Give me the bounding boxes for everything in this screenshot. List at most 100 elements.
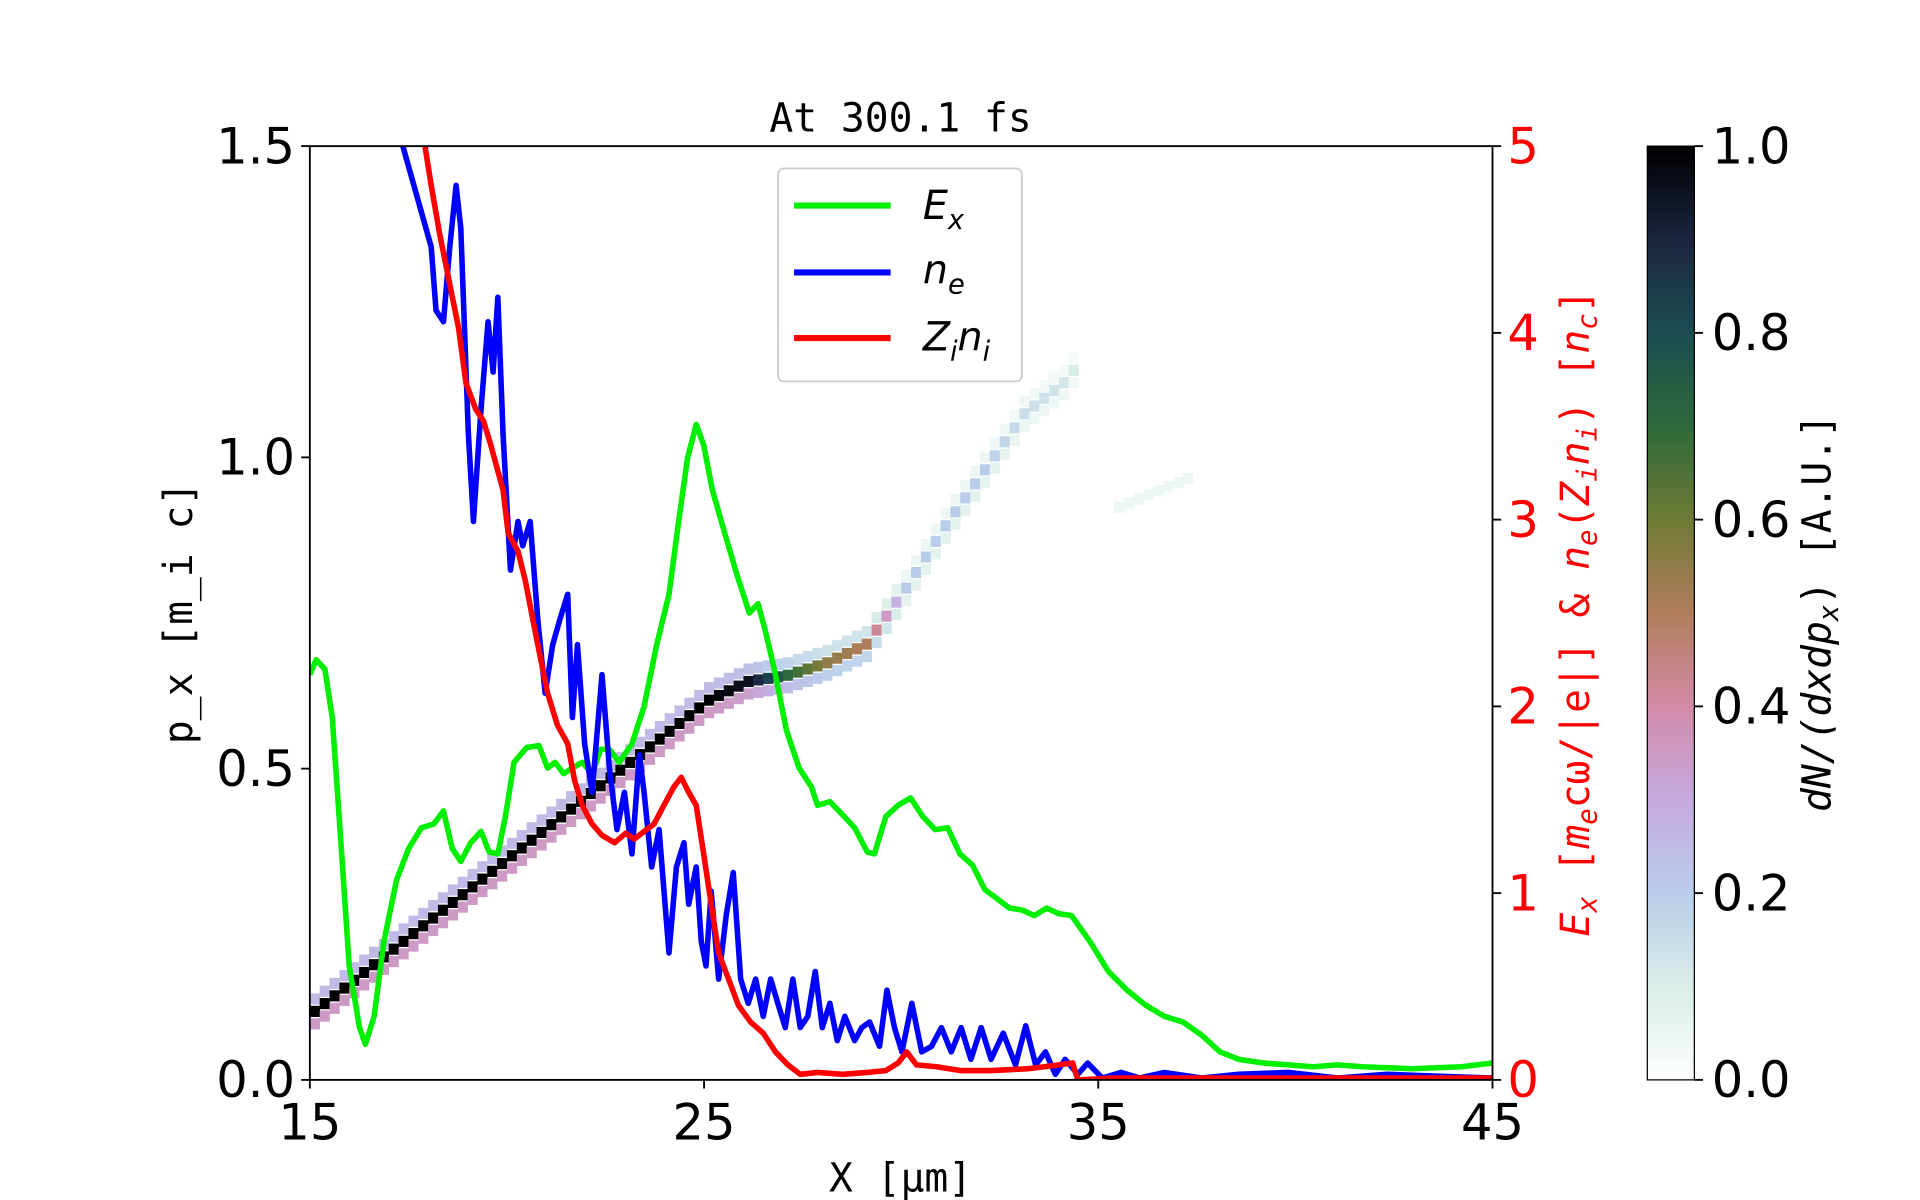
heatmap-cell [684,722,695,734]
heatmap-cell [1039,392,1050,404]
heatmap-cell [566,791,577,803]
colorbar-tick-label: 0.0 [1712,1051,1791,1109]
heatmap-cell [329,1002,340,1014]
heatmap-cell [881,610,892,622]
heatmap-cell [1019,408,1030,420]
heatmap-cell [812,647,823,660]
heatmap-cell [428,924,439,937]
series-line-zini [422,146,1493,1080]
heatmap-cell [437,917,449,929]
heatmap-cell [684,710,695,722]
heatmap-cell [980,451,991,463]
heatmap-cell [644,753,656,765]
heatmap-cell [1123,497,1135,509]
heatmap-cell [408,940,419,952]
heatmap-cell [329,977,340,989]
heatmap-cell [684,697,695,709]
x-tick-label: 15 [278,1093,341,1151]
heatmap-cell [516,842,527,854]
heatmap-cell [743,675,754,688]
heatmap-cell [497,870,508,882]
heatmap-cell [664,713,675,725]
heatmap-cell [1068,364,1079,376]
heatmap-cell [930,535,941,547]
heatmap-cell [506,850,518,862]
heatmap-cell [960,504,971,516]
y-axis: 0.0 0.5 1.0 1.5 [216,117,310,1109]
heatmap-cell [398,935,409,947]
heatmap-cell [556,811,567,823]
heatmap-cell [782,669,794,681]
colorbar-ticks: 0.0 0.2 0.4 0.6 0.8 1.0 [1694,117,1790,1109]
heatmap-cell [802,663,813,675]
colorbar-label: dN/(dxdpx) [A.U.] [1795,414,1845,812]
heatmap-cell [930,523,941,535]
heatmap-cell [891,584,902,596]
y-tick-label: 0.0 [216,1051,295,1109]
heatmap-cell [851,655,863,667]
heatmap-cell [408,915,419,927]
y2-tick-label: 3 [1507,491,1539,549]
heatmap-cell [871,612,882,624]
heatmap-cell [418,920,429,932]
heatmap-cell [595,767,606,779]
heatmap-cell [428,900,439,912]
heatmap-cell [556,798,567,810]
heatmap-cell [940,507,951,519]
y2-tick-label: 5 [1507,117,1539,175]
heatmap-cell [477,873,488,885]
heatmap-cell [891,608,902,621]
heatmap-cell [773,658,784,670]
heatmap-cell [1039,380,1050,392]
heatmap-cell [319,985,330,997]
heatmap-cell [674,705,685,717]
heatmap-cell [812,672,823,684]
heatmap-cell [861,638,872,650]
heatmap-cell [664,725,675,737]
heatmap-cell [467,893,478,905]
heatmap-cell [1163,481,1174,493]
heatmap-cell [497,845,508,857]
colorbar-tick-label: 0.8 [1712,304,1791,362]
chart-title: At 300.1 fs [769,95,1031,141]
heatmap-cell [920,563,932,576]
heatmap-cell [1029,412,1040,425]
heatmap-cell [861,651,872,663]
legend-label-zini: Zini [922,314,991,367]
heatmap-cell [842,647,853,660]
heatmap-cell [457,876,468,888]
x-axis: 15 25 35 45 [278,1079,1524,1151]
heatmap-cell [822,669,833,681]
heatmap-cell [566,815,577,828]
heatmap-cell [516,854,527,867]
heatmap-cell [911,554,922,566]
heatmap-cell [713,689,725,702]
colorbar-tick-label: 1.0 [1712,117,1791,175]
heatmap-cell [398,948,409,960]
heatmap-cell [871,636,882,649]
heatmap-cell [595,792,606,804]
heatmap-cell [861,626,872,638]
heatmap-cell [871,624,882,636]
heatmap-cell [635,736,646,748]
heatmap-cell [457,889,468,901]
heatmap-cell [546,819,557,831]
heatmap-cell [704,682,715,694]
heatmap-cell [418,932,429,944]
heatmap-cell [970,465,981,477]
heatmap-cell [704,707,715,719]
heatmap-cell [447,909,458,921]
heatmap-cell [792,666,803,678]
heatmap-cell [940,532,951,544]
heatmap-cell [911,579,922,591]
heatmap-cell [960,479,971,491]
heatmap-cell [1173,477,1184,489]
heatmap-cell [359,979,370,991]
heatmap-cell [309,1005,320,1017]
heatmap-cell [980,476,991,488]
heatmap-cell [497,857,508,870]
y2-tick-label: 2 [1507,678,1539,736]
heatmap-cell [526,834,537,846]
legend-label-ex: Ex [923,183,965,236]
heatmap-cell [1049,397,1060,409]
